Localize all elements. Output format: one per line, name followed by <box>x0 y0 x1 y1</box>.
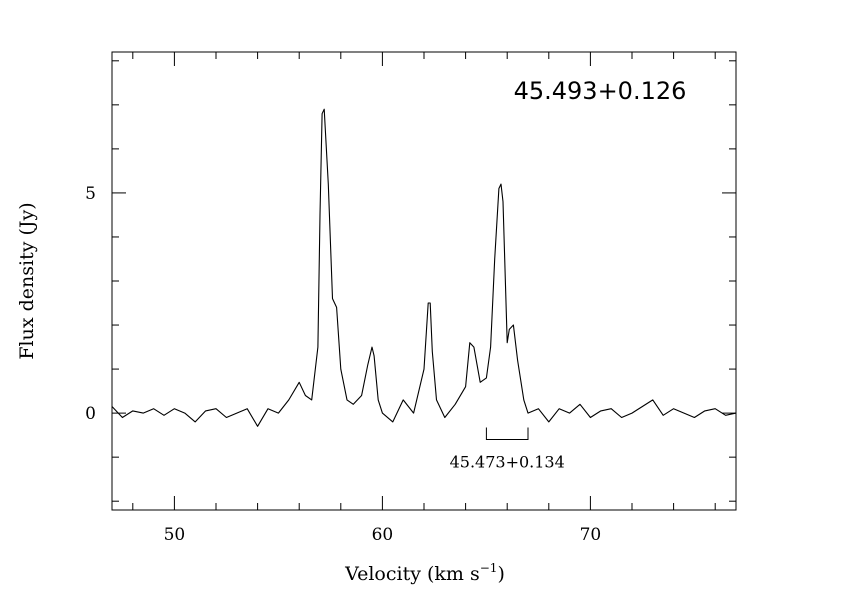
x-tick-label: 70 <box>580 525 602 545</box>
y-axis-title: Flux density (Jy) <box>16 202 38 359</box>
x-tick-label: 60 <box>372 525 394 545</box>
x-axis-title-close: ) <box>497 563 504 585</box>
axis-ticks <box>112 52 736 510</box>
x-axis-title-superscript: −1 <box>480 561 498 575</box>
y-tick-label: 0 <box>85 404 96 424</box>
x-axis-title-text: Velocity (km s <box>344 563 480 585</box>
plot-area: 45.473+0.134 <box>111 108 737 472</box>
plot-frame <box>111 51 737 511</box>
x-axis-title: Velocity (km s−1) <box>344 561 505 585</box>
spectrum-series-line <box>111 108 737 427</box>
tick-labels: 50 60 70 0 5 <box>85 184 601 545</box>
x-tick-label: 50 <box>164 525 186 545</box>
y-tick-label: 5 <box>85 184 96 204</box>
annotation-bracket <box>485 427 529 441</box>
chart-title: 45.493+0.126 <box>514 77 687 105</box>
annotation-label: 45.473+0.134 <box>450 453 565 472</box>
